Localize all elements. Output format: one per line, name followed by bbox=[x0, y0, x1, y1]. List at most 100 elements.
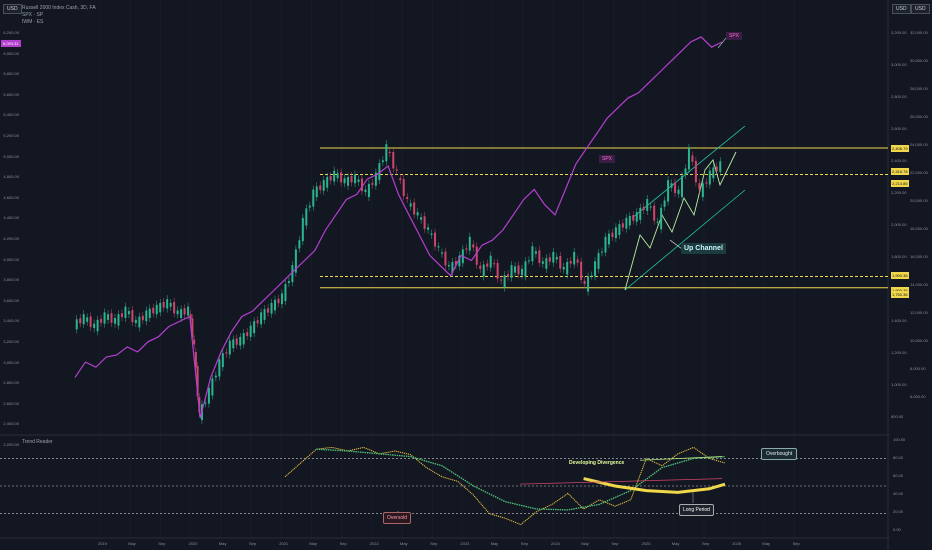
spx-line bbox=[74, 36, 723, 419]
indicator-panel bbox=[0, 446, 888, 526]
currency-badge-left[interactable]: USD bbox=[3, 4, 22, 14]
russell-candle bbox=[260, 312, 263, 325]
right-axis-tick: 3,000.00 bbox=[891, 62, 907, 67]
russell-candle bbox=[541, 261, 544, 264]
russell-candle bbox=[454, 261, 457, 266]
russell-candle bbox=[360, 178, 363, 192]
price-box: 2,316.78 bbox=[891, 168, 909, 175]
russell-candle bbox=[399, 178, 402, 181]
russell-candle bbox=[107, 314, 110, 320]
russell-candle bbox=[381, 160, 384, 163]
russell-candle bbox=[196, 366, 199, 397]
right-axis-spx-tick: 14,000.00 bbox=[910, 282, 928, 287]
right-axis-tick: 1,200.00 bbox=[891, 350, 907, 355]
right-axis-spx-tick: 30,000.00 bbox=[910, 58, 928, 63]
right-axis-tick: 1,000.00 bbox=[891, 382, 907, 387]
russell-candle bbox=[82, 314, 85, 325]
russell-candle bbox=[625, 217, 628, 229]
russell-candle bbox=[169, 302, 172, 307]
russell-candle bbox=[211, 378, 214, 396]
russell-candle bbox=[712, 167, 715, 179]
left-axis-tick: 3,200.00 bbox=[3, 339, 19, 344]
russell-candle bbox=[719, 161, 722, 172]
russell-candle bbox=[635, 212, 638, 222]
russell-candle bbox=[642, 206, 645, 211]
russell-candle bbox=[114, 318, 117, 324]
russell-candle bbox=[472, 244, 475, 248]
russell-candle bbox=[597, 253, 600, 269]
time-axis-tick: Sep bbox=[249, 541, 257, 546]
russell-candle bbox=[600, 251, 603, 253]
russell-candle bbox=[194, 352, 197, 368]
russell-candle bbox=[228, 340, 231, 355]
russell-candle bbox=[148, 308, 151, 318]
russell-candle bbox=[333, 170, 336, 182]
currency-badge-right-2[interactable]: USD bbox=[911, 4, 930, 14]
left-axis-tick: 5,000.00 bbox=[3, 153, 19, 159]
russell-candle bbox=[451, 261, 454, 273]
russell-candle bbox=[214, 375, 217, 378]
russell-candle bbox=[479, 265, 482, 269]
russell-candle bbox=[298, 240, 301, 249]
russell-candle bbox=[663, 200, 666, 207]
russell-candle bbox=[287, 281, 290, 284]
russell-candle bbox=[545, 258, 548, 269]
russell-candle bbox=[548, 257, 551, 262]
left-axis-tick: 4,400.00 bbox=[3, 215, 19, 221]
time-axis-tick: 2023 bbox=[460, 541, 470, 546]
currency-badge-right-1[interactable]: USD bbox=[892, 4, 911, 14]
time-axis-tick: 2019 bbox=[98, 541, 107, 546]
time-axis-tick: 2021 bbox=[279, 541, 289, 546]
time-axis-tick: Sep bbox=[792, 541, 800, 546]
russell-candle bbox=[580, 261, 583, 280]
indicator-slow-line bbox=[316, 448, 726, 511]
russell-candle bbox=[413, 202, 416, 215]
russell-candle bbox=[694, 160, 697, 183]
right-axis-spx-tick: 8,000.00 bbox=[910, 366, 926, 371]
russell-candle bbox=[621, 223, 624, 228]
russell-candle bbox=[138, 316, 141, 328]
spx-pointer bbox=[717, 37, 727, 49]
russell-candle bbox=[507, 274, 510, 277]
russell-candle bbox=[291, 265, 294, 283]
russell-candle bbox=[468, 236, 471, 251]
russell-candle bbox=[145, 310, 148, 322]
russell-candle bbox=[569, 261, 572, 264]
russell-candle bbox=[246, 332, 249, 336]
right-axis-tick: 2,200.00 bbox=[891, 190, 907, 195]
russell-candle bbox=[218, 359, 221, 377]
russell-candle bbox=[89, 316, 92, 328]
long-period-label: Long Period bbox=[679, 504, 714, 516]
russell-candle bbox=[343, 178, 346, 184]
russell-candle bbox=[611, 232, 614, 238]
right-axis-spx-tick: 18,000.00 bbox=[910, 226, 928, 231]
russell-candle bbox=[527, 260, 530, 262]
russell-candle bbox=[385, 144, 388, 162]
russell-candle bbox=[639, 207, 642, 220]
russell-candle bbox=[239, 336, 242, 346]
russell-candle bbox=[388, 151, 391, 154]
russell-candle bbox=[193, 339, 196, 345]
russell-candle bbox=[475, 246, 478, 265]
russell-candle bbox=[378, 163, 381, 181]
russell-candle bbox=[402, 179, 405, 197]
time-axis-tick: May bbox=[762, 541, 770, 546]
right-axis-spx-tick: 28,000.00 bbox=[910, 86, 928, 91]
russell-candle bbox=[552, 251, 555, 263]
indicator-axis-tick: 100.00 bbox=[893, 437, 906, 442]
russell-candle bbox=[583, 280, 586, 284]
indicator-title: Trend Reader bbox=[22, 439, 53, 445]
russell-candle bbox=[207, 387, 210, 404]
right-axis-spx-tick: 12,000.00 bbox=[910, 310, 928, 315]
indicator-axis-tick: 60.00 bbox=[893, 473, 904, 478]
price-box: 1,750.36 bbox=[891, 291, 909, 298]
russell-candle bbox=[267, 308, 270, 313]
russell-candle bbox=[110, 313, 113, 323]
russell-candle bbox=[131, 310, 134, 323]
russell-candle bbox=[503, 275, 506, 288]
left-axis-tick: 5,400.00 bbox=[3, 112, 19, 118]
right-axis-tick: 1,800.00 bbox=[891, 254, 907, 259]
russell-candle bbox=[340, 172, 343, 183]
russell-candle bbox=[674, 182, 677, 194]
